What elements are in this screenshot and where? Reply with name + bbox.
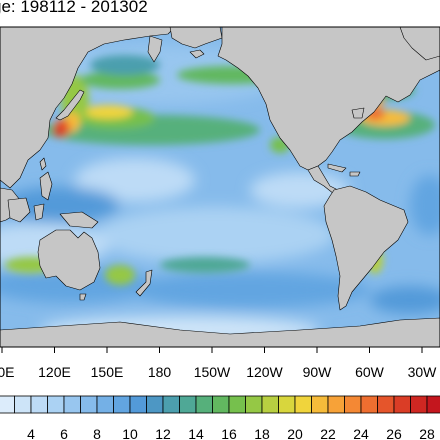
colorbar-swatch bbox=[162, 395, 180, 414]
colorbar-swatch bbox=[410, 395, 428, 414]
colorbar-label: 8 bbox=[93, 426, 101, 440]
colorbar-swatch bbox=[30, 395, 48, 414]
colorbar-label: 22 bbox=[320, 426, 336, 440]
colorbar-swatch bbox=[195, 395, 213, 414]
taiwan bbox=[39, 157, 47, 171]
hispaniola bbox=[349, 171, 361, 177]
longitude-label: 90E bbox=[0, 364, 14, 380]
colorbar-swatch bbox=[377, 395, 395, 414]
south-america bbox=[323, 185, 409, 311]
colorbar-label: 4 bbox=[27, 426, 35, 440]
colorbar-swatch bbox=[47, 395, 65, 414]
colorbar-swatch bbox=[146, 395, 164, 414]
borneo bbox=[7, 197, 31, 223]
colorbar-swatch bbox=[393, 395, 411, 414]
colorbar-label: 12 bbox=[155, 426, 171, 440]
colorbar-swatch bbox=[212, 395, 230, 414]
antarctica bbox=[0, 317, 440, 347]
colorbar-swatch bbox=[294, 395, 312, 414]
longitude-label: 60W bbox=[355, 364, 385, 380]
colorbar-swatch bbox=[129, 395, 147, 414]
colorbar-label: 26 bbox=[386, 426, 402, 440]
colorbar-swatch bbox=[311, 395, 329, 414]
longitude-axis: 90E 120E 150E 180 150W 120W 90W 60W 30W bbox=[0, 347, 437, 380]
longitude-label: 150E bbox=[91, 364, 124, 380]
russia-east bbox=[169, 27, 223, 49]
philippines bbox=[39, 171, 53, 201]
colorbar-label: 10 bbox=[122, 426, 138, 440]
colorbar-swatch bbox=[261, 395, 279, 414]
alaska-islands bbox=[189, 49, 205, 59]
colorbar-swatch bbox=[179, 395, 197, 414]
land-masses bbox=[0, 27, 440, 347]
colorbar-label: 14 bbox=[188, 426, 204, 440]
colorbar-swatch bbox=[113, 395, 131, 414]
sulawesi bbox=[33, 203, 45, 221]
colorbar-label: 6 bbox=[60, 426, 68, 440]
colorbar-swatch bbox=[278, 395, 296, 414]
map-panel bbox=[0, 27, 440, 347]
colorbar-swatch bbox=[63, 395, 81, 414]
greenland bbox=[399, 27, 440, 61]
japan bbox=[55, 89, 85, 121]
longitude-label: 120W bbox=[246, 364, 283, 380]
tasmania bbox=[79, 293, 87, 301]
colorbar-label: 16 bbox=[221, 426, 237, 440]
cuba bbox=[327, 163, 347, 173]
australia bbox=[37, 229, 101, 291]
colorbar-label: 18 bbox=[254, 426, 270, 440]
colorbar-swatch bbox=[360, 395, 378, 414]
longitude-label: 120E bbox=[38, 364, 71, 380]
colorbar-swatch bbox=[327, 395, 345, 414]
colorbar-label: 28 bbox=[419, 426, 435, 440]
longitude-label: 30W bbox=[408, 364, 438, 380]
colorbar: 4 6 8 10 12 14 16 18 20 22 24 26 28 bbox=[0, 395, 440, 440]
longitude-label: 150W bbox=[194, 364, 231, 380]
colorbar-swatch bbox=[426, 395, 440, 414]
great-lakes-block bbox=[351, 107, 365, 119]
colorbar-swatch bbox=[245, 395, 263, 414]
colorbar-label: 20 bbox=[287, 426, 303, 440]
new-zealand bbox=[135, 269, 153, 297]
colorbar-swatch bbox=[344, 395, 362, 414]
new-guinea bbox=[59, 211, 99, 229]
colorbar-swatch bbox=[96, 395, 114, 414]
longitude-label: 90W bbox=[303, 364, 333, 380]
map-title: ge: 198112 - 201302 bbox=[0, 0, 148, 16]
colorbar-swatch bbox=[228, 395, 246, 414]
colorbar-swatch bbox=[14, 395, 32, 414]
colorbar-swatch bbox=[0, 395, 15, 414]
colorbar-label: 24 bbox=[353, 426, 369, 440]
kamchatka bbox=[147, 35, 163, 63]
map-frame bbox=[0, 26, 440, 348]
colorbar-swatch bbox=[80, 395, 98, 414]
longitude-label: 180 bbox=[148, 364, 172, 380]
